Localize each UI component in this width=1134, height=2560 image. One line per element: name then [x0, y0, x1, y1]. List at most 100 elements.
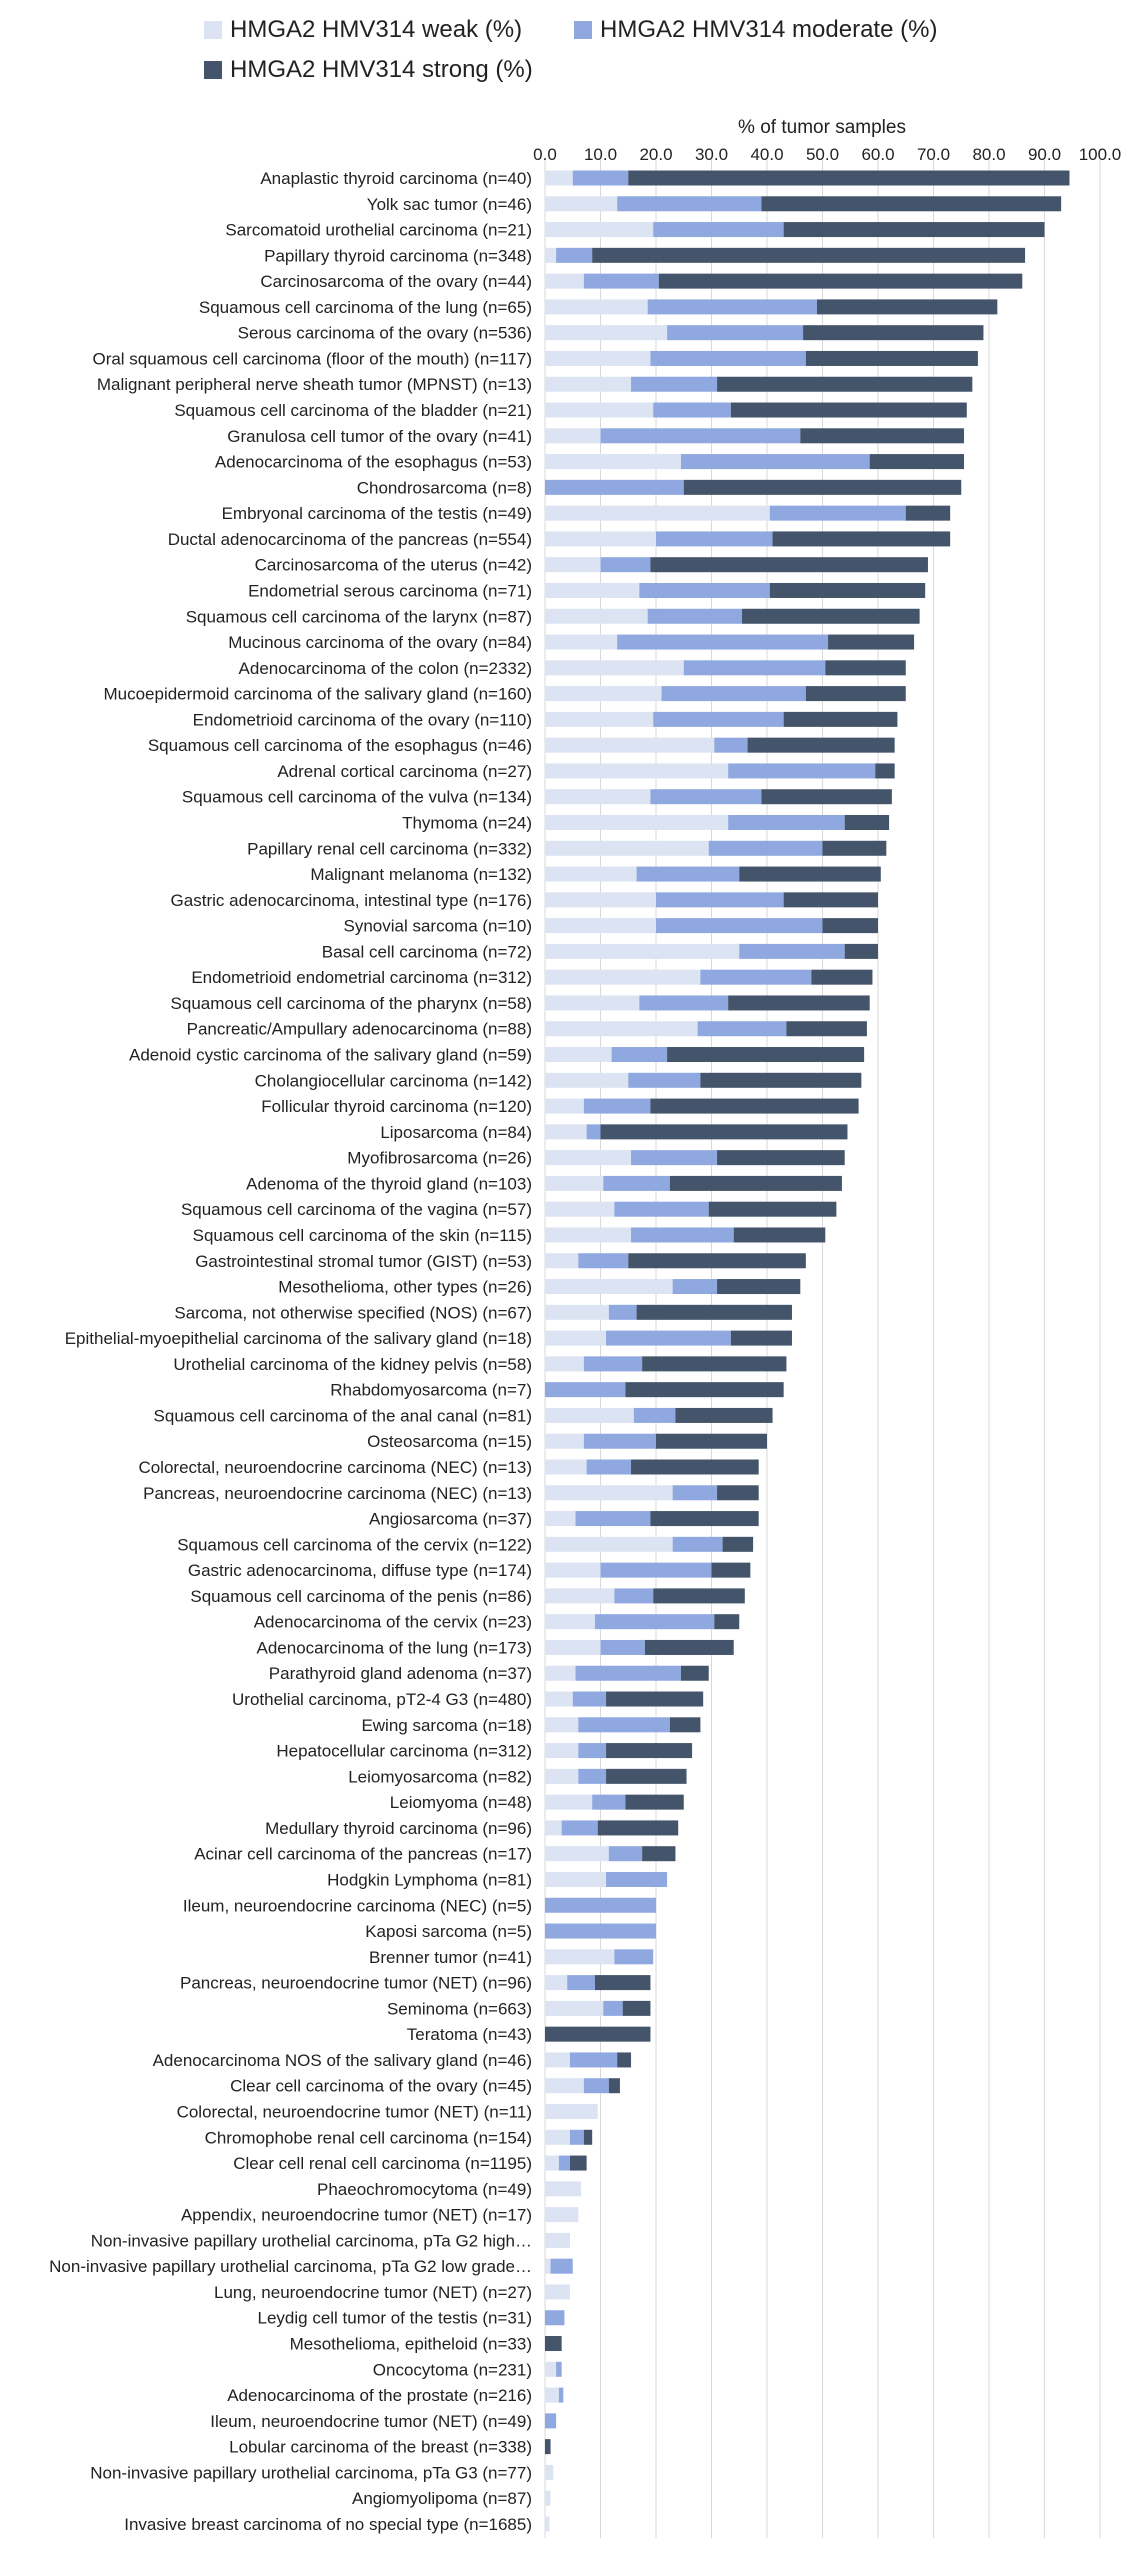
legend-swatch-weak [204, 21, 222, 39]
bar-segment-moderate [631, 1227, 734, 1243]
bar-segment-weak [545, 1047, 612, 1063]
category-label: Pancreatic/Ampullary adenocarcinoma (n=8… [187, 1020, 532, 1039]
x-tick-label: 70.0 [917, 145, 950, 164]
legend-swatch-moderate [574, 21, 592, 39]
category-label: Angiomyolipoma (n=87) [352, 2489, 532, 2508]
bar-segment-weak [545, 686, 662, 702]
bar-segment-moderate [628, 1072, 701, 1088]
bar-segment-weak [545, 1717, 579, 1733]
category-label: Invasive breast carcinoma of no special … [124, 2515, 532, 2534]
bar-segment-weak [545, 273, 584, 289]
bar-segment-moderate [614, 1949, 654, 1965]
bar-segment-moderate [728, 815, 845, 830]
bar-segment-strong [783, 711, 898, 727]
category-label: Sarcoma, not otherwise specified (NOS) (… [174, 1303, 532, 1322]
x-tick-label: 10.0 [584, 145, 617, 164]
bar-segment-strong [786, 1021, 867, 1037]
category-label: Ileum, neuroendocrine carcinoma (NEC) (n… [183, 1896, 532, 1915]
bar-segment-moderate [567, 1975, 595, 1991]
category-label: Non-invasive papillary urothelial carcin… [49, 2257, 532, 2276]
bar-segment-weak [545, 1124, 587, 1140]
x-tick-label: 90.0 [1028, 145, 1061, 164]
bar-segment-moderate [714, 737, 748, 753]
bar-segment-weak [545, 1356, 584, 1372]
bar-segment-strong [905, 505, 951, 521]
bar-segment-weak [545, 505, 770, 521]
bar-segment-moderate [650, 789, 762, 805]
bar-segment-moderate [569, 2129, 584, 2145]
bar-segment-weak [545, 1846, 609, 1862]
category-label: Seminoma (n=663) [387, 1999, 532, 2018]
bar-segment-moderate [578, 1743, 607, 1759]
category-label: Malignant peripheral nerve sheath tumor … [97, 375, 532, 394]
bar-segment-moderate [583, 1098, 651, 1114]
bar-segment-weak [545, 350, 651, 366]
bar-segment-moderate [631, 376, 718, 392]
bar-segment-weak [545, 1639, 601, 1655]
x-tick-label: 0.0 [533, 145, 557, 164]
bar-segment-weak [545, 737, 715, 753]
category-label: Oral squamous cell carcinoma (floor of t… [92, 349, 532, 368]
category-label: Anaplastic thyroid carcinoma (n=40) [260, 169, 532, 188]
bar-segment-strong [650, 1511, 759, 1527]
bar-segment-weak [545, 1279, 673, 1295]
bar-segment-weak [545, 1021, 698, 1037]
bar-segment-weak [545, 531, 656, 547]
bar-segment-moderate [558, 2387, 564, 2403]
bar-segment-weak [545, 1743, 579, 1759]
category-label: Mesothelioma, other types (n=26) [278, 1278, 532, 1297]
bar-segment-strong [742, 608, 920, 624]
bar-segment-strong [625, 1794, 684, 1810]
bar-segment-strong [650, 557, 928, 573]
category-label: Medullary thyroid carcinoma (n=96) [265, 1819, 532, 1838]
bar-segment-weak [545, 1485, 673, 1501]
bar-segment-moderate [697, 1021, 787, 1037]
bar-segment-strong [656, 1433, 767, 1449]
bar-segment-moderate [661, 686, 806, 702]
category-label: Pancreas, neuroendocrine carcinoma (NEC)… [143, 1484, 532, 1503]
bar-segment-moderate [739, 943, 845, 959]
bar-segment-strong [733, 1227, 826, 1243]
category-label: Clear cell renal cell carcinoma (n=1195) [233, 2154, 532, 2173]
bar-segment-moderate [650, 350, 806, 366]
bar-segment-weak [545, 1536, 673, 1552]
category-label: Squamous cell carcinoma of the skin (n=1… [193, 1226, 532, 1245]
category-label: Teratoma (n=43) [407, 2025, 532, 2044]
bar-segment-strong [844, 815, 890, 830]
bar-segment-strong [783, 892, 878, 908]
x-tick-label: 50.0 [806, 145, 839, 164]
x-tick-label: 30.0 [695, 145, 728, 164]
bar-segment-strong [597, 1820, 679, 1836]
bar-segment-strong [650, 1098, 859, 1114]
category-label: Colorectal, neuroendocrine carcinoma (NE… [138, 1458, 532, 1477]
category-label: Myofibrosarcoma (n=26) [347, 1149, 532, 1168]
bar-segment-weak [545, 2129, 570, 2145]
bar-segment-moderate [545, 1382, 626, 1398]
category-label: Gastric adenocarcinoma, diffuse type (n=… [188, 1561, 532, 1580]
bar-segment-strong [822, 918, 878, 934]
bar-segment-weak [545, 2490, 551, 2506]
category-label: Squamous cell carcinoma of the pharynx (… [171, 994, 532, 1013]
bar-segment-weak [545, 2284, 570, 2300]
bar-segment-strong [545, 2026, 651, 2042]
bar-segment-moderate [656, 892, 784, 908]
bar-segment-weak [545, 660, 684, 676]
bar-segment-moderate [583, 2078, 609, 2094]
bar-segment-strong [783, 222, 1045, 238]
bar-segment-weak [545, 1304, 609, 1320]
category-label: Yolk sac tumor (n=46) [367, 195, 532, 214]
category-label: Carcinosarcoma of the uterus (n=42) [255, 556, 532, 575]
category-label: Rhabdomyosarcoma (n=7) [330, 1381, 532, 1400]
category-label: Hepatocellular carcinoma (n=312) [276, 1742, 532, 1761]
bar-segment-weak [545, 1511, 576, 1527]
bar-segment-strong [669, 1175, 842, 1191]
bar-segment-moderate [575, 1665, 681, 1681]
bar-segment-moderate [683, 660, 826, 676]
bar-segment-weak [545, 2232, 570, 2248]
bar-segment-moderate [606, 1330, 731, 1346]
bar-segment-moderate [728, 763, 876, 779]
bar-segment-strong [717, 1485, 759, 1501]
bar-segment-weak [545, 815, 729, 830]
category-label: Non-invasive papillary urothelial carcin… [90, 2463, 532, 2482]
bar-segment-strong [711, 1562, 751, 1578]
